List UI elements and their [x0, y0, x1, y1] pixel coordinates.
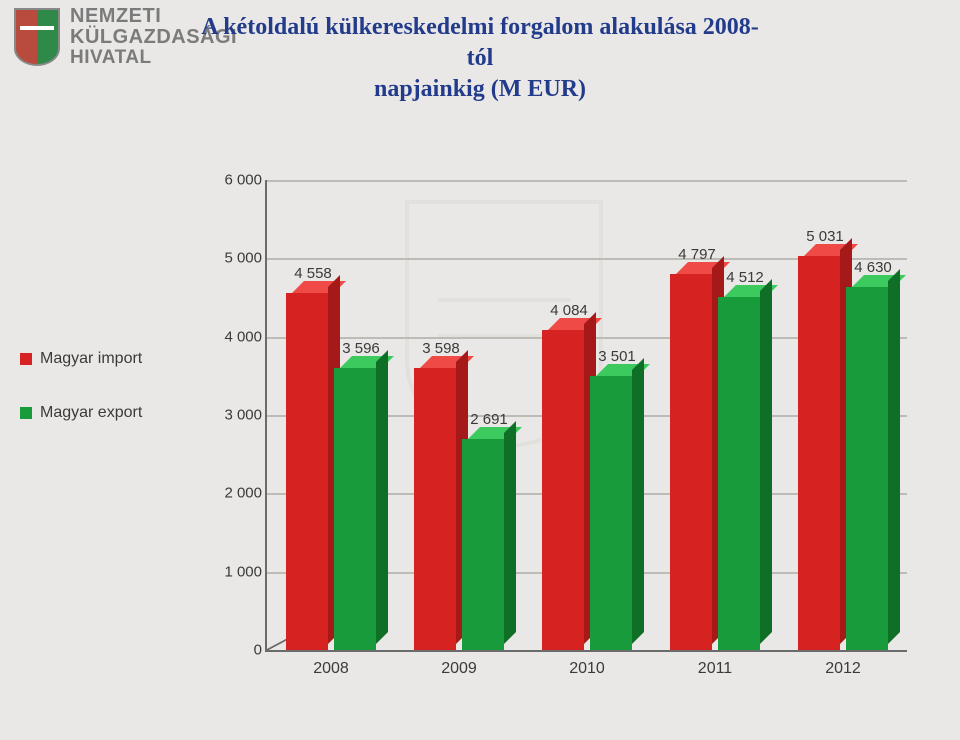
bar-import [286, 293, 328, 650]
y-tick-label: 0 [212, 642, 262, 659]
y-tick-label: 6 000 [212, 172, 262, 189]
bar-front [542, 330, 584, 650]
bar-front [846, 287, 888, 650]
x-tick-label: 2010 [569, 660, 605, 678]
bar-export [590, 376, 632, 650]
bar-export [846, 287, 888, 650]
x-tick-label: 2009 [441, 660, 477, 678]
bar-export [334, 368, 376, 650]
value-label: 3 598 [422, 340, 460, 357]
bar-front [670, 274, 712, 650]
bar-export [462, 439, 504, 650]
value-label: 4 558 [294, 265, 332, 282]
value-label: 4 512 [726, 269, 764, 286]
y-tick-label: 2 000 [212, 485, 262, 502]
y-tick-label: 5 000 [212, 250, 262, 267]
value-label: 4 084 [550, 302, 588, 319]
value-label: 4 630 [854, 259, 892, 276]
legend-item-export: Magyar export [20, 404, 142, 422]
bar-side [632, 358, 644, 644]
bar-export [718, 297, 760, 650]
trade-chart: 0 1 000 2 000 3 000 4 000 5 000 6 000 2008 4 558… [205, 170, 915, 690]
title-line1: A kétoldalú külkereskedelmi forgalom ala… [201, 14, 759, 71]
bar-front [590, 376, 632, 650]
x-tick-label: 2008 [313, 660, 349, 678]
legend-label: Magyar export [40, 404, 142, 422]
bar-front [286, 293, 328, 650]
value-label: 2 691 [470, 411, 508, 428]
legend: Magyar import Magyar export [20, 350, 142, 458]
legend-swatch-import [20, 353, 32, 365]
bar-side [376, 350, 388, 644]
title-line2: napjainkig (M EUR) [374, 76, 586, 102]
bar-front [414, 368, 456, 650]
legend-item-import: Magyar import [20, 350, 142, 368]
bar-import [798, 256, 840, 650]
bar-import [670, 274, 712, 650]
value-label: 5 031 [806, 228, 844, 245]
x-tick-label: 2011 [698, 660, 732, 678]
bar-front [334, 368, 376, 650]
legend-label: Magyar import [40, 350, 142, 368]
bar-import [414, 368, 456, 650]
bar-side [504, 421, 516, 644]
bar-side [760, 279, 772, 644]
y-tick-label: 4 000 [212, 328, 262, 345]
gridline [267, 180, 907, 182]
bar-side [888, 269, 900, 644]
bar-import [542, 330, 584, 650]
value-label: 4 797 [678, 246, 716, 263]
bar-front [718, 297, 760, 650]
value-label: 3 596 [342, 340, 380, 357]
page-title: A kétoldalú külkereskedelmi forgalom ala… [200, 12, 760, 106]
bar-front [798, 256, 840, 650]
y-tick-label: 1 000 [212, 563, 262, 580]
value-label: 3 501 [598, 348, 636, 365]
x-tick-label: 2012 [825, 660, 861, 678]
plot-area: 01 0002 0003 0004 0005 0006 00020084 558… [265, 180, 907, 652]
legend-swatch-export [20, 407, 32, 419]
bar-front [462, 439, 504, 650]
y-tick-label: 3 000 [212, 407, 262, 424]
crest-icon [14, 8, 60, 66]
